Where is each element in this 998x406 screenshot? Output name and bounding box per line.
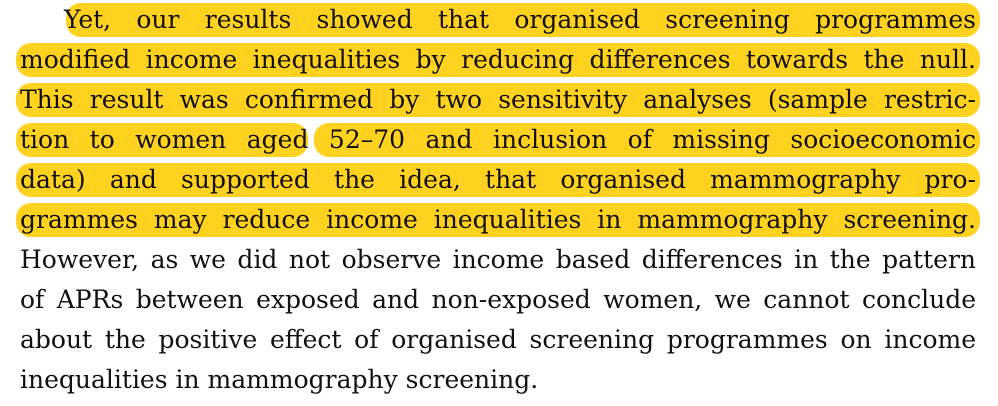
text-line: of APRs between exposed and non-exposed … bbox=[20, 280, 976, 320]
highlight-band bbox=[16, 203, 980, 237]
highlight-band bbox=[16, 163, 980, 197]
text-line: data) and supported the idea, that organ… bbox=[16, 160, 980, 200]
line-text: of APRs between exposed and non-exposed … bbox=[20, 285, 976, 314]
line-text: Yet, our results showed that organised s… bbox=[64, 5, 976, 34]
text-line: inequalities in mammography screening. bbox=[20, 360, 976, 400]
line-text: data) and supported the idea, that organ… bbox=[20, 165, 976, 194]
line-text: modified income inequalities by reducing… bbox=[20, 45, 976, 74]
line-text: This result was confirmed by two sensiti… bbox=[20, 85, 976, 114]
text-line: This result was confirmed by two sensiti… bbox=[16, 80, 980, 120]
highlight-band bbox=[16, 123, 308, 157]
text-line: tion to women aged 52–70 and inclusion o… bbox=[16, 120, 980, 160]
text-line: However, as we did not observe income ba… bbox=[20, 240, 976, 280]
line-text: grammes may reduce income inequalities i… bbox=[20, 205, 976, 234]
highlight-band bbox=[16, 83, 980, 117]
line-text: inequalities in mammography screening. bbox=[20, 365, 539, 394]
highlight-band bbox=[66, 3, 980, 37]
paragraph: Yet, our results showed that organised s… bbox=[16, 0, 980, 400]
highlight-band bbox=[314, 123, 980, 157]
text-line: Yet, our results showed that organised s… bbox=[20, 0, 980, 40]
line-text: However, as we did not observe income ba… bbox=[20, 245, 976, 274]
line-text: tion to women aged 52–70 and inclusion o… bbox=[20, 125, 976, 154]
text-line: modified income inequalities by reducing… bbox=[16, 40, 980, 80]
line-text: about the positive effect of organised s… bbox=[20, 325, 976, 354]
highlight-band bbox=[16, 43, 980, 77]
text-line: grammes may reduce income inequalities i… bbox=[16, 200, 980, 240]
text-line: about the positive effect of organised s… bbox=[20, 320, 976, 360]
